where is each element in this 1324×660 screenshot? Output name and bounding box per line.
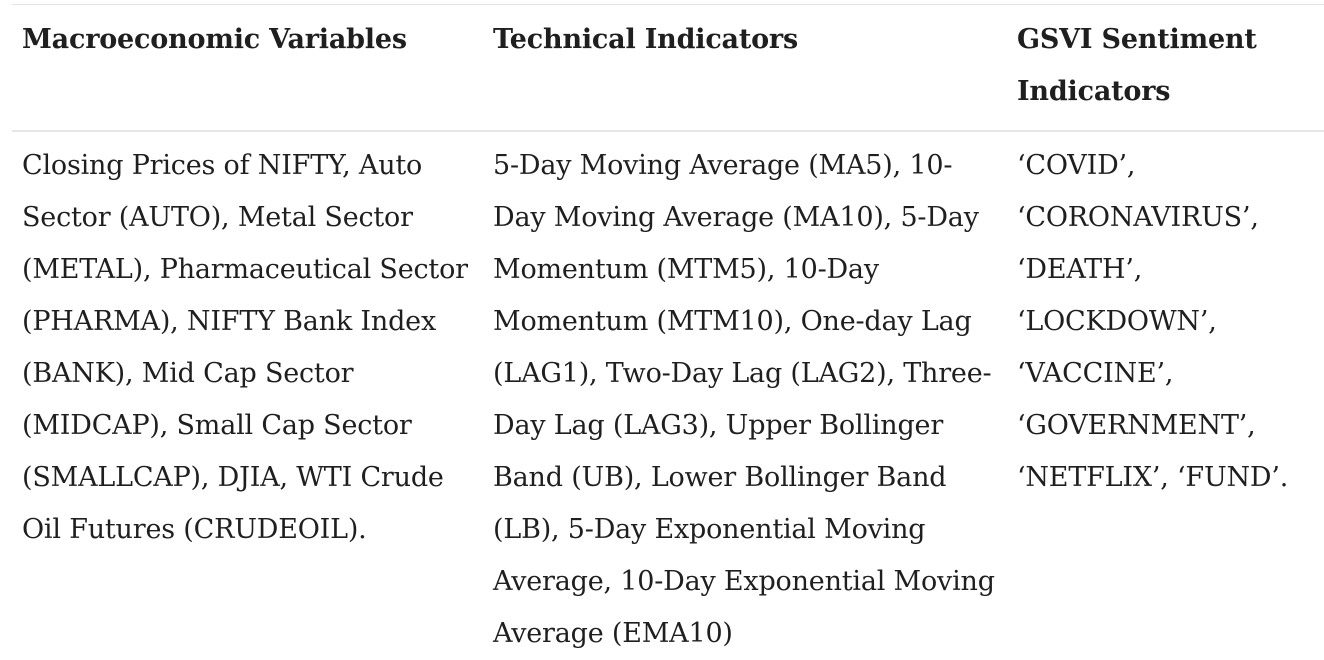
header-macroeconomic-variables: Macroeconomic Variables [22,24,407,55]
header-technical-indicators: Technical Indicators [493,24,798,55]
cell-macroeconomic-variables: Closing Prices of NIFTY, Auto Sector (AU… [22,150,468,545]
header-divider [12,130,1324,132]
data-table: Macroeconomic Variables Technical Indica… [12,4,1324,649]
cell-technical-indicators: 5-Day Moving Average (MA5), 10-Day Movin… [493,150,995,649]
header-gsvi-sentiment-indicators: GSVI Sentiment Indicators [1017,24,1257,107]
cell-gsvi-sentiment-indicators: ‘COVID’, ‘CORONAVIRUS’, ‘DEATH’, ‘LOCKDO… [1017,150,1289,493]
table-top-rule [12,4,1324,5]
